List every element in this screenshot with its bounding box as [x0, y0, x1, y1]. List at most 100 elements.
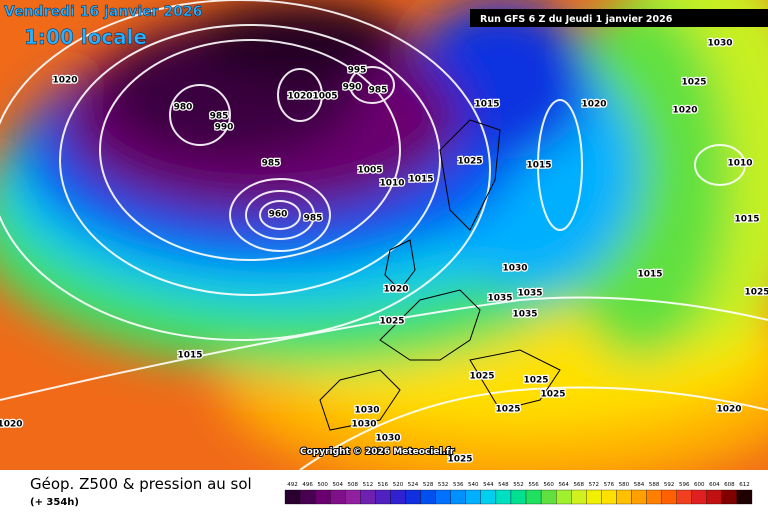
isobar-label: 1030: [707, 39, 732, 49]
colorbar-swatch: [721, 489, 738, 505]
colorbar-label: 600: [694, 482, 705, 488]
colorbar-swatch: [375, 489, 391, 505]
isobar-label: 1020: [287, 92, 312, 102]
isobar-label: 1020: [0, 420, 23, 430]
isobar-label: 1020: [672, 106, 697, 116]
colorbar-swatch: [360, 489, 376, 505]
isobar-label: 1015: [177, 351, 202, 361]
colorbar-swatch: [465, 489, 481, 505]
colorbar-label: 596: [679, 482, 690, 488]
colorbar-swatch: [556, 489, 572, 505]
colorbar-swatch: [345, 489, 361, 505]
isobar-label: 1020: [52, 76, 77, 86]
isobar-label: 1025: [469, 372, 494, 382]
isobar-label: 985: [304, 214, 323, 224]
colorbar-label: 496: [302, 482, 313, 488]
valid-time: 1:00 locale: [24, 25, 147, 49]
isobar-label: 1025: [495, 405, 520, 415]
isobar-label: 1015: [474, 100, 499, 110]
colorbar-swatch: [736, 489, 753, 505]
run-info: Run GFS 6 Z du Jeudi 1 janvier 2026: [480, 14, 673, 25]
colorbar-label: 548: [498, 482, 509, 488]
isobar-label: 960: [269, 210, 288, 220]
colorbar-swatch: [495, 489, 512, 505]
isobar-label: 1020: [716, 405, 741, 415]
colorbar-label: 588: [649, 482, 660, 488]
colorbar-label: 552: [513, 482, 524, 488]
colorbar-label: 612: [739, 482, 750, 488]
colorbar-label: 608: [724, 482, 735, 488]
isobar-label: 1025: [523, 376, 548, 386]
colorbar-swatch: [314, 489, 331, 505]
isobar-label: 1025: [447, 455, 472, 465]
colorbar-swatch: [646, 489, 662, 505]
colorbar-swatch: [284, 489, 301, 505]
isobar-label: 1020: [383, 285, 408, 295]
colorbar-label: 572: [589, 482, 600, 488]
isobar-label: 1010: [727, 159, 752, 169]
colorbar-swatch: [330, 489, 346, 505]
isobar-label: 995: [348, 66, 367, 76]
colorbar-swatch: [616, 489, 632, 505]
colorbar-swatch: [540, 489, 557, 505]
colorbar-swatch: [586, 489, 602, 505]
isobar-label: 990: [343, 83, 362, 93]
colorbar-swatch: [661, 489, 677, 505]
colorbar-label: 528: [423, 482, 434, 488]
colorbar-swatch: [420, 489, 436, 505]
coastlines: [319, 119, 561, 431]
colorbar-swatch: [706, 489, 723, 505]
colorbar-label: 532: [438, 482, 449, 488]
colorbar-label: 560: [543, 482, 554, 488]
colorbar: 492 496 500 504 508 512 516 520 524 528 532 536 540 5…: [284, 482, 753, 505]
isobar-label: 1015: [408, 175, 433, 185]
isobar-label: 1030: [354, 406, 379, 416]
colorbar-swatch: [450, 489, 466, 505]
colorbar-swatch: [480, 489, 497, 505]
isobar-label: 1030: [502, 264, 527, 274]
colorbar-label: 516: [378, 482, 389, 488]
colorbar-label: 584: [634, 482, 645, 488]
colorbar-swatch: [390, 489, 406, 505]
isobar-label: 1025: [457, 157, 482, 167]
colorbar-label: 544: [483, 482, 494, 488]
colorbar-swatch: [601, 489, 617, 505]
copyright: Copyright © 2026 Meteociel.fr: [300, 447, 455, 457]
colorbar-label: 564: [558, 482, 569, 488]
colorbar-swatch: [510, 489, 527, 505]
isobar-label: 1010: [379, 179, 404, 189]
run-banner: [470, 9, 768, 27]
colorbar-swatch: [525, 489, 542, 505]
colorbar-label: 512: [363, 482, 374, 488]
isobar-label: 985: [210, 112, 229, 122]
colorbar-label: 604: [709, 482, 720, 488]
isobar-label: 1035: [512, 310, 537, 320]
isobar-label: 1005: [357, 166, 382, 176]
colorbar-swatch: [691, 489, 707, 505]
colorbar-label: 580: [619, 482, 630, 488]
isobar-label: 1030: [375, 434, 400, 444]
forecast-hour: (+ 354h): [30, 497, 79, 508]
colorbar-label: 508: [348, 482, 359, 488]
colorbar-label: 524: [408, 482, 419, 488]
colorbar-swatch: [571, 489, 587, 505]
isobar-label: 1025: [540, 390, 565, 400]
isobar-label: 980: [174, 103, 193, 113]
isobar-label: 1025: [681, 78, 706, 88]
field-title: Géop. Z500 & pression au sol: [30, 475, 252, 493]
colorbar-swatch: [435, 489, 451, 505]
valid-date: Vendredi 16 janvier 2026: [4, 4, 202, 20]
colorbar-label: 504: [332, 482, 343, 488]
colorbar-label: 576: [604, 482, 615, 488]
colorbar-swatch: [631, 489, 647, 505]
isobar-label: 1035: [487, 294, 512, 304]
isobar-label: 1015: [526, 161, 551, 171]
isobars: [0, 0, 768, 470]
isobar-label: 1015: [734, 215, 759, 225]
colorbar-label: 536: [453, 482, 464, 488]
colorbar-label: 592: [664, 482, 675, 488]
colorbar-swatch: [299, 489, 316, 505]
colorbar-label: 556: [528, 482, 539, 488]
